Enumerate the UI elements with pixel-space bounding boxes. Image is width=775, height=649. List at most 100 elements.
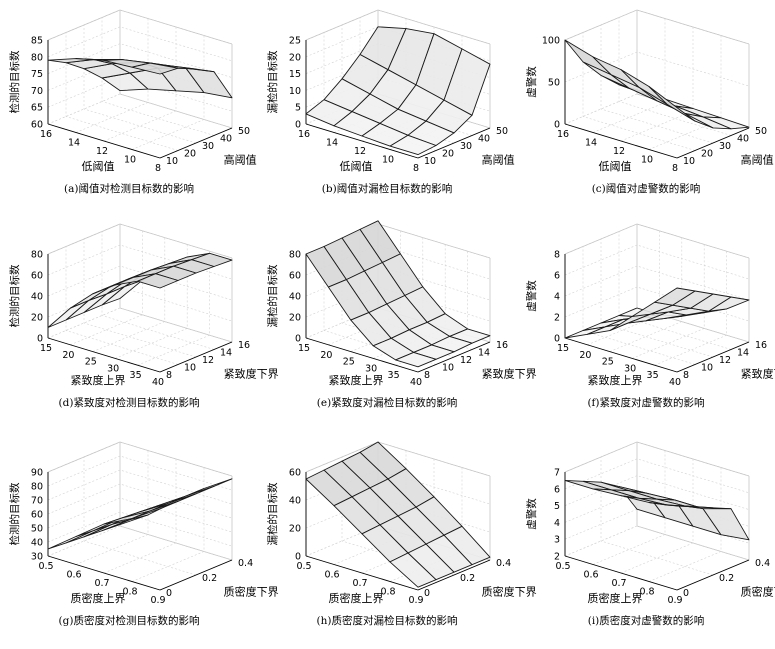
- x-axis-line: [305, 337, 419, 373]
- y-tick-label: 30: [202, 141, 214, 152]
- x-axis-label: 低阈值: [599, 159, 632, 173]
- x-gridline: [75, 450, 149, 565]
- subplot-f: 15202530354081012141602468紧致度上界紧致度下界虚警数(…: [517, 214, 775, 430]
- axis-labels: 紧致度上界 紧致度下界 虚警数: [525, 280, 775, 387]
- z-axis-label: 虚警数: [525, 498, 538, 530]
- z-gridline: [47, 469, 233, 505]
- x-gridline: [131, 35, 205, 150]
- axis-labels: 低阈值 高阈值 虚警数: [525, 66, 774, 173]
- x-axis-label: 质密度上界: [588, 591, 643, 605]
- y-axis-line: [676, 341, 750, 373]
- y-gridline: [47, 40, 161, 159]
- y-gridline: [47, 472, 161, 591]
- z-gridline: [564, 441, 750, 477]
- z-tick-label: 0: [554, 334, 560, 345]
- z-tick-label: 4: [554, 518, 560, 529]
- y-tick-label: 8: [424, 370, 430, 381]
- x-tick-label: 40: [669, 377, 681, 388]
- z-gridline: [564, 223, 750, 259]
- x-tick-label: 25: [85, 357, 97, 368]
- z-tick-label: 60: [289, 468, 301, 479]
- z-tick-label: 90: [31, 468, 43, 479]
- z-tick-label: 80: [31, 52, 43, 63]
- surface-patch: [648, 86, 696, 122]
- tick-labels: 0.5 0.6 0.7 0.8 0.90 0.2 0.4 30 40 50 60 70 80 90: [31, 468, 253, 607]
- y-tick-label: 0.2: [460, 573, 475, 584]
- z-tick-label: 15: [289, 69, 301, 80]
- x-axis-label: 低阈值: [82, 159, 115, 173]
- z-tick-label: 80: [289, 250, 301, 261]
- subplot-caption: (f)紧致度对虚警数的影响: [587, 397, 705, 409]
- y-gridline: [101, 17, 215, 136]
- x-tick-label: 10: [124, 155, 136, 166]
- tick-labels: 16 14 12 10 8 10 20 30 40 50 0 50 100: [542, 36, 767, 175]
- z-tick-label: 50: [548, 78, 560, 89]
- surface-patch: [654, 287, 696, 306]
- x-axis-line: [47, 123, 161, 159]
- z-tick-label: 75: [31, 69, 43, 80]
- y-axis-line: [159, 127, 233, 159]
- surface-plot: 16 14 12 10 8 10 20 30 40 50 0 5 10 15 20 25 低阈值 高阈值 漏检的目标…: [266, 9, 515, 174]
- x-gridline: [75, 18, 149, 133]
- x-tick-label: 15: [298, 343, 310, 354]
- z-tick-label: 50: [31, 524, 43, 535]
- y-tick-label: 0.2: [719, 573, 734, 584]
- axis-labels: 低阈值 高阈值 漏检的目标数: [266, 50, 515, 173]
- y-tick-label: 30: [719, 141, 731, 152]
- x-tick-label: 20: [320, 350, 332, 361]
- y-tick-label: 14: [478, 348, 490, 359]
- surface-patch: [648, 502, 696, 508]
- surface: [305, 26, 491, 156]
- x-axis-line: [47, 555, 161, 591]
- z-tick-label: 65: [31, 103, 43, 114]
- x-tick-label: 30: [624, 363, 636, 374]
- z-tick-label: 60: [289, 271, 301, 282]
- z-tick-label: 70: [31, 496, 43, 507]
- y-gridline: [600, 25, 714, 144]
- z-tick-label: 70: [31, 86, 43, 97]
- x-tick-label: 35: [647, 370, 659, 381]
- surface: [47, 252, 233, 328]
- x-tick-label: 8: [155, 163, 161, 174]
- axes-box: [47, 223, 233, 373]
- subplot-g: 0.5 0.6 0.7 0.8 0.9 0 0.2 0.4 30 40 50 60 70 80 90 质密度上…: [0, 432, 279, 648]
- y-gridline: [83, 457, 197, 576]
- subplot-d: 15 20 25 30 35 40 8 10 12 14 16 0 20 40 60 80 紧致度上界 紧致度下界…: [0, 214, 279, 430]
- z-tick-label: 60: [31, 271, 43, 282]
- z-gridline: [564, 265, 750, 301]
- surface-patch: [564, 39, 612, 76]
- x-gridline: [137, 251, 210, 366]
- tick-labels: 16 14 12 10 8 10 20 30 40 50 60 65 70 75 80 85: [31, 36, 250, 175]
- subplot-e: 15 20 25 30 35 40 8 10 12 14 16 0 20 40 60 80 紧致度上界 紧致度下界…: [258, 214, 537, 430]
- subplot-caption: (g)质密度对检测目标数的影响: [58, 615, 200, 627]
- y-axis-line: [417, 559, 491, 591]
- y-tick-label: 12: [202, 355, 214, 366]
- y-tick-label: 50: [496, 126, 508, 137]
- x-tick-label: 0.5: [38, 561, 53, 572]
- y-tick-label: 10: [166, 156, 178, 167]
- z-tick-label: 40: [31, 538, 43, 549]
- surface-plot: 15202530354081012141602468紧致度上界紧致度下界虚警数: [525, 223, 775, 388]
- x-axis-line: [564, 337, 678, 373]
- z-tick-label: 20: [289, 313, 301, 324]
- x-tick-label: 14: [585, 138, 597, 149]
- y-tick-label: 16: [496, 340, 508, 351]
- z-axis-label: 漏检的目标数: [266, 482, 279, 545]
- z-tick-label: 2: [554, 552, 560, 563]
- x-tick-label: 25: [602, 357, 614, 368]
- y-tick-label: 40: [478, 134, 490, 145]
- y-tick-label: 12: [460, 355, 472, 366]
- z-gridline: [47, 525, 233, 561]
- y-tick-label: 16: [238, 340, 250, 351]
- x-gridline: [648, 35, 722, 150]
- x-tick-label: 10: [641, 155, 653, 166]
- surface: [305, 220, 491, 368]
- z-axis-label: 虚警数: [525, 66, 538, 98]
- y-tick-label: 40: [737, 134, 749, 145]
- surface-plot: 16 14 12 10 8 10 20 30 40 50 0 50 100 低阈值 高阈值 虚警数: [525, 9, 774, 175]
- x-axis-line: [305, 123, 419, 159]
- x-tick-label: 0.8: [122, 587, 137, 598]
